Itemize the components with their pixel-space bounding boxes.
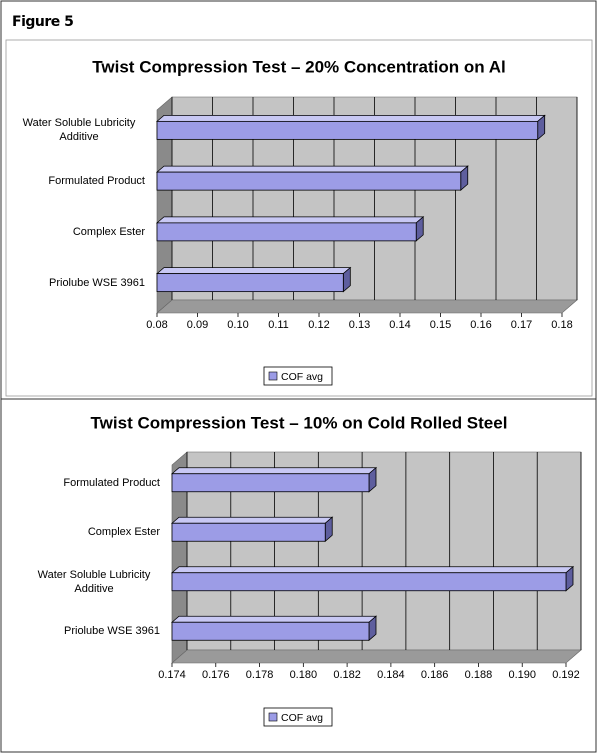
bar-top	[155, 216, 425, 224]
x-tick-label: 0.178	[246, 669, 274, 681]
category-label: Priolube WSE 3961	[20, 611, 160, 651]
bar	[171, 572, 567, 592]
bar	[156, 273, 344, 293]
category-label: Complex Ester	[5, 212, 145, 252]
x-tick-label: 0.180	[290, 669, 318, 681]
category-text: Complex Ester	[87, 526, 160, 539]
x-tick-label: 0.184	[377, 669, 405, 681]
category-text: Water Soluble Lubricity Additive	[37, 568, 151, 595]
x-tick-label: 0.12	[308, 319, 329, 331]
bar-top	[170, 467, 378, 475]
panel-frame	[5, 39, 593, 397]
bar	[156, 222, 417, 242]
legend-swatch	[268, 712, 278, 722]
bar-top	[170, 615, 378, 623]
chart-title: Twist Compression Test – 10% on Cold Rol…	[91, 413, 508, 432]
category-text: Formulated Product	[48, 175, 145, 188]
x-tick-label: 0.17	[511, 319, 532, 331]
category-label: Complex Ester	[20, 512, 160, 552]
bar	[156, 171, 462, 191]
x-tick-label: 0.10	[227, 319, 248, 331]
chart-title: Twist Compression Test – 20% Concentrati…	[92, 57, 505, 76]
legend-box	[263, 707, 333, 727]
x-tick-label: 0.176	[202, 669, 230, 681]
legend-box	[263, 366, 333, 386]
x-tick-label: 0.192	[552, 669, 580, 681]
bar	[156, 120, 539, 140]
x-tick-label: 0.11	[268, 319, 289, 331]
bar-top	[155, 165, 469, 173]
x-tick-label: 0.14	[389, 319, 410, 331]
floor	[156, 299, 578, 314]
floor	[171, 649, 582, 664]
legend-label: COF avg	[281, 712, 323, 724]
x-tick-label: 0.174	[158, 669, 186, 681]
bar	[171, 621, 370, 641]
bar-top	[170, 516, 334, 524]
bar-top	[155, 267, 352, 275]
category-text: Formulated Product	[63, 476, 160, 489]
bar	[171, 522, 326, 542]
x-tick-label: 0.188	[465, 669, 493, 681]
x-tick-label: 0.08	[146, 319, 167, 331]
x-tick-label: 0.16	[470, 319, 491, 331]
x-tick-label: 0.18	[551, 319, 572, 331]
x-tick-label: 0.182	[333, 669, 361, 681]
x-tick-label: 0.13	[349, 319, 370, 331]
legend-label: COF avg	[281, 371, 323, 383]
x-tick-label: 0.186	[421, 669, 449, 681]
category-label: Formulated Product	[5, 161, 145, 201]
category-text: Complex Ester	[72, 225, 145, 238]
legend-swatch	[268, 371, 278, 381]
category-label: Priolube WSE 3961	[5, 263, 145, 303]
figure-label: Figure 5	[12, 14, 74, 30]
x-tick-label: 0.15	[430, 319, 451, 331]
category-label: Water Soluble Lubricity Additive	[20, 562, 160, 602]
bar	[171, 473, 370, 493]
category-text: Priolube WSE 3961	[49, 276, 145, 289]
x-tick-label: 0.09	[187, 319, 208, 331]
category-label: Formulated Product	[20, 463, 160, 503]
category-label: Water Soluble Lubricity Additive	[5, 110, 145, 150]
category-text: Priolube WSE 3961	[64, 625, 160, 638]
x-tick-label: 0.190	[508, 669, 536, 681]
bar-top	[170, 566, 575, 574]
category-text: Water Soluble Lubricity Additive	[22, 117, 136, 144]
bar-top	[155, 114, 546, 122]
